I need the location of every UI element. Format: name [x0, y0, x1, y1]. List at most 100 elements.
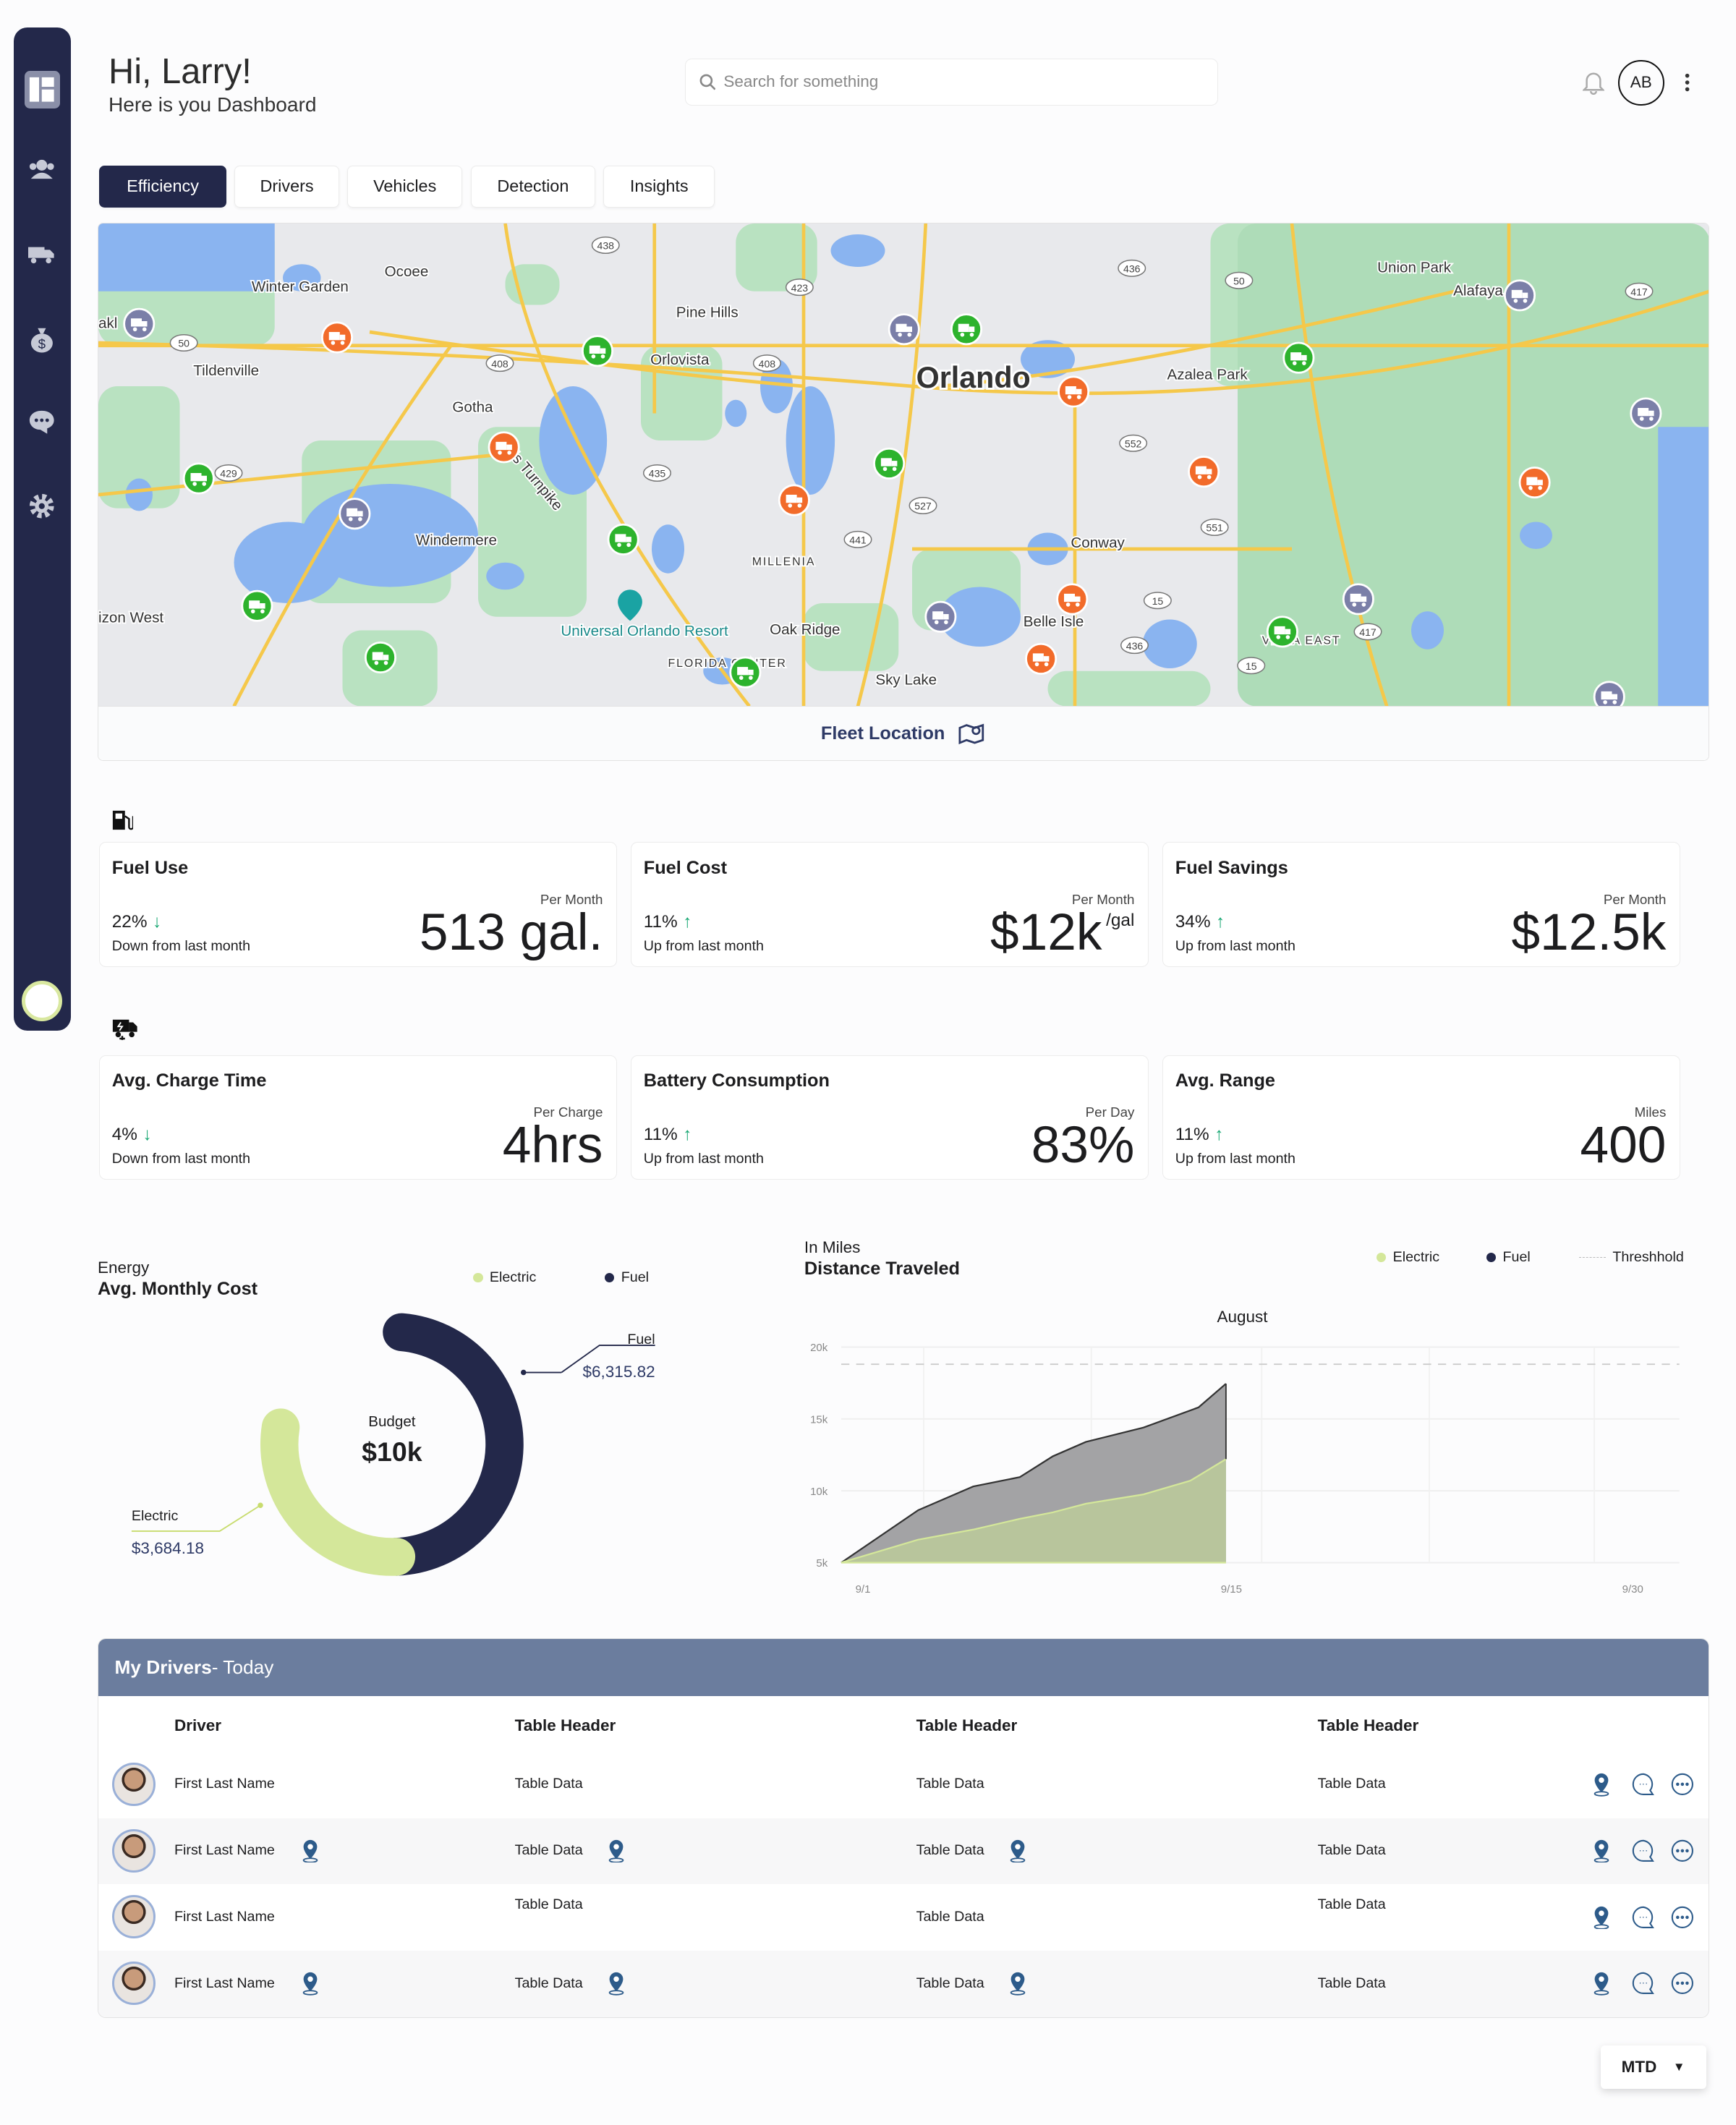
user-avatar[interactable]: AB: [1617, 59, 1664, 106]
metric-card[interactable]: Fuel Cost 11% ↑ Up from last month Per Mo…: [630, 842, 1149, 967]
road: [503, 223, 751, 707]
tab-efficiency[interactable]: Efficiency: [98, 165, 227, 208]
tab-insights[interactable]: Insights: [603, 165, 715, 208]
fleet-location-footer[interactable]: Fleet Location: [98, 706, 1709, 760]
message-icon[interactable]: ···: [1631, 1839, 1656, 1863]
message-icon[interactable]: ···: [1631, 1772, 1656, 1797]
alert-truck-marker[interactable]: [1025, 642, 1058, 675]
table-row[interactable]: First Last Name Table Data Table Data Ta…: [98, 1818, 1709, 1885]
driver-name[interactable]: First Last Name: [174, 1909, 275, 1925]
table-row[interactable]: First Last Name Table Data Table Data Ta…: [98, 1752, 1709, 1818]
table-cell: Table Data: [514, 1842, 583, 1859]
location-pin-icon[interactable]: [605, 1971, 627, 1996]
metric-card[interactable]: Avg. Charge Time 4% ↓ Down from last mont…: [98, 1055, 618, 1180]
map-place-label: Ocoee: [385, 263, 429, 280]
table-cell: Table Data: [916, 1842, 984, 1859]
tab-detection[interactable]: Detection: [470, 165, 596, 208]
driver-name[interactable]: First Last Name: [174, 1975, 275, 1991]
notification-bell-icon[interactable]: [1583, 71, 1605, 95]
greeting-subtitle: Here is you Dashboard: [109, 93, 317, 116]
lake: [486, 562, 524, 589]
column-header[interactable]: Driver: [174, 1716, 222, 1734]
route-shield: 552: [1119, 434, 1148, 452]
donut-slice-electric[interactable]: [260, 1408, 416, 1576]
driver-name[interactable]: First Last Name: [174, 1776, 275, 1792]
more-options-icon[interactable]: [1670, 1971, 1695, 1996]
message-icon[interactable]: ···: [1631, 1971, 1656, 1996]
legend-label: Threshhold: [1612, 1248, 1684, 1265]
truck-icon[interactable]: [26, 237, 59, 270]
ev-truck-marker[interactable]: [1266, 615, 1298, 647]
metric-card[interactable]: Fuel Savings 34% ↑ Up from last month Per…: [1162, 842, 1681, 967]
location-pin-icon[interactable]: [1007, 1971, 1029, 1996]
metric-card[interactable]: Fuel Use 22% ↓ Down from last month Per M…: [98, 842, 618, 967]
fuel-truck-marker[interactable]: [888, 312, 920, 345]
map-pin-icon: [958, 723, 984, 745]
ev-truck-marker[interactable]: [950, 312, 983, 345]
value-unit: /gal: [1106, 910, 1135, 930]
driver-name[interactable]: First Last Name: [174, 1842, 275, 1859]
column-header[interactable]: Table Header: [514, 1716, 616, 1734]
ev-truck-marker[interactable]: [1282, 341, 1315, 374]
metric-card[interactable]: Battery Consumption 11% ↑ Up from last mo…: [630, 1055, 1149, 1180]
money-bag-icon[interactable]: $: [26, 323, 59, 355]
universal-poi-icon[interactable]: [618, 589, 642, 621]
ev-truck-marker[interactable]: [182, 461, 215, 495]
ev-truck-marker[interactable]: [729, 656, 762, 689]
row-location-icon[interactable]: [1591, 1905, 1612, 1930]
fuel-truck-marker[interactable]: [1593, 680, 1625, 712]
fuel-truck-marker[interactable]: [1342, 582, 1374, 615]
column-header[interactable]: Table Header: [1317, 1716, 1419, 1734]
column-header[interactable]: Table Header: [916, 1716, 1018, 1734]
donut-slice-fuel[interactable]: [377, 1313, 524, 1576]
alert-truck-marker[interactable]: [320, 320, 354, 354]
alert-truck-marker[interactable]: [1518, 466, 1551, 498]
ev-truck-icon: [112, 1020, 137, 1041]
alert-truck-marker[interactable]: [1056, 582, 1089, 615]
fuel-truck-marker[interactable]: [1503, 278, 1536, 311]
alert-truck-marker[interactable]: [488, 430, 520, 463]
row-location-icon[interactable]: [1591, 1772, 1612, 1797]
fuel-truck-marker[interactable]: [924, 600, 957, 633]
row-location-icon[interactable]: [1591, 1839, 1612, 1863]
row-location-icon[interactable]: [1591, 1971, 1612, 1996]
more-vertical-icon[interactable]: [1683, 72, 1691, 93]
map-canvas[interactable]: Winter Garden Ocoee Pine Hills Orlovista Orl…: [98, 223, 1709, 712]
alert-truck-marker[interactable]: [1058, 375, 1090, 408]
metric-card[interactable]: Avg. Range 11% ↑ Up from last month Miles…: [1162, 1055, 1681, 1180]
fleet-map[interactable]: Winter Garden Ocoee Pine Hills Orlovista Orl…: [98, 222, 1709, 761]
tab-vehicles[interactable]: Vehicles: [347, 165, 463, 208]
ev-truck-marker[interactable]: [581, 334, 614, 367]
location-pin-icon[interactable]: [299, 1839, 321, 1863]
alert-truck-marker[interactable]: [1188, 455, 1220, 487]
status-indicator[interactable]: [22, 980, 63, 1021]
chat-icon[interactable]: [26, 406, 59, 438]
more-options-icon[interactable]: [1670, 1839, 1695, 1863]
fuel-truck-marker[interactable]: [339, 497, 371, 529]
table-row[interactable]: First Last Name Table Data Table Data Ta…: [98, 1884, 1709, 1951]
ev-truck-marker[interactable]: [873, 447, 906, 480]
period-select[interactable]: MTD ▼: [1600, 2045, 1706, 2089]
dashboard-icon[interactable]: [24, 70, 60, 108]
ev-truck-marker[interactable]: [241, 589, 273, 622]
settings-gear-icon[interactable]: [26, 490, 59, 522]
fuel-truck-marker[interactable]: [123, 307, 156, 340]
users-icon[interactable]: [26, 153, 59, 186]
fuel-truck-marker[interactable]: [1630, 396, 1662, 430]
more-options-icon[interactable]: [1670, 1772, 1695, 1797]
message-icon[interactable]: ···: [1631, 1905, 1656, 1930]
table-row[interactable]: First Last Name Table Data Table Data Ta…: [98, 1951, 1709, 2018]
more-options-icon[interactable]: [1670, 1905, 1695, 1930]
ev-truck-marker[interactable]: [364, 641, 397, 673]
svg-text:429: 429: [220, 467, 237, 479]
location-pin-icon[interactable]: [299, 1971, 321, 1996]
tab-drivers[interactable]: Drivers: [234, 165, 339, 208]
table-title-suffix: - Today: [211, 1656, 274, 1678]
svg-text:15: 15: [1152, 595, 1164, 606]
ev-truck-marker[interactable]: [607, 523, 639, 555]
search-input[interactable]: Search for something: [684, 58, 1218, 106]
svg-text:408: 408: [759, 357, 776, 369]
location-pin-icon[interactable]: [605, 1839, 627, 1863]
location-pin-icon[interactable]: [1007, 1839, 1029, 1863]
alert-truck-marker[interactable]: [778, 483, 810, 516]
